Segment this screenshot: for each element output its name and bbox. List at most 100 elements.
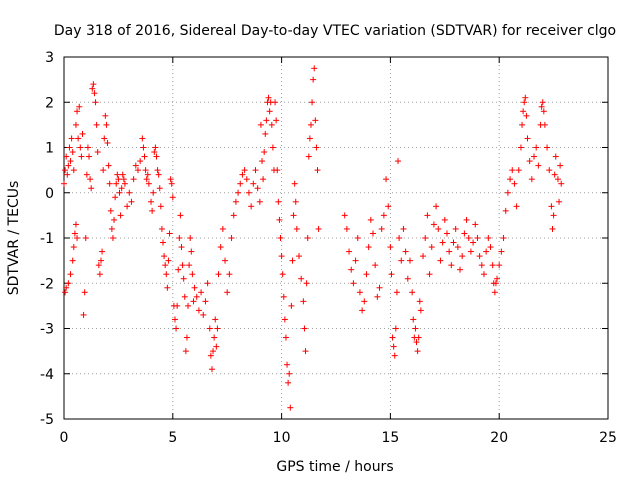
data-point	[162, 262, 169, 269]
data-point	[252, 167, 259, 174]
data-point	[310, 76, 317, 83]
data-point	[79, 130, 86, 137]
data-point	[454, 244, 461, 251]
data-point	[470, 239, 477, 246]
data-point	[208, 366, 215, 373]
data-point	[550, 212, 557, 219]
data-point	[80, 311, 87, 318]
data-point	[372, 262, 379, 269]
data-point	[291, 180, 298, 187]
data-point	[279, 271, 286, 278]
data-point	[380, 212, 387, 219]
data-point	[204, 280, 211, 287]
data-point	[189, 271, 196, 278]
data-point	[160, 239, 167, 246]
data-point	[112, 194, 119, 201]
data-point	[485, 235, 492, 241]
data-point	[104, 139, 111, 146]
y-tick-label: -3	[40, 322, 54, 338]
data-point	[413, 339, 420, 346]
data-point	[77, 144, 84, 151]
data-point	[284, 361, 291, 368]
data-point	[398, 257, 405, 264]
data-point	[365, 244, 372, 251]
data-point	[389, 334, 396, 341]
data-point	[132, 162, 139, 169]
data-point	[430, 221, 437, 228]
data-point	[90, 81, 97, 88]
data-point	[67, 158, 74, 165]
data-point	[120, 176, 127, 183]
data-point	[149, 207, 156, 214]
data-point	[304, 235, 311, 241]
data-point	[237, 180, 244, 187]
data-point	[298, 275, 305, 282]
x-tick-label: 10	[273, 430, 291, 446]
data-point	[118, 185, 125, 192]
data-point	[126, 189, 133, 196]
data-point	[406, 257, 413, 264]
data-point	[369, 230, 376, 237]
data-point	[556, 198, 563, 205]
data-point	[182, 348, 189, 355]
data-point	[281, 316, 288, 323]
data-point	[235, 189, 242, 196]
data-point	[376, 284, 383, 291]
data-point	[461, 230, 468, 237]
data-point	[483, 248, 490, 255]
data-point	[232, 198, 239, 205]
data-point	[76, 103, 83, 110]
data-point	[102, 112, 109, 119]
data-point	[200, 311, 207, 318]
data-point	[260, 176, 267, 183]
x-tick-label: 20	[490, 430, 508, 446]
data-point	[526, 158, 533, 165]
data-point	[293, 225, 300, 232]
data-point	[549, 225, 556, 232]
data-point	[500, 235, 507, 241]
data-point	[492, 280, 499, 287]
data-point	[61, 180, 67, 187]
data-point	[494, 275, 501, 282]
data-point	[426, 271, 433, 278]
y-tick-label: 1	[45, 141, 54, 157]
data-point	[522, 94, 529, 101]
y-tick-label: 3	[45, 50, 54, 66]
data-point	[314, 167, 321, 174]
data-point	[412, 325, 419, 332]
data-point	[388, 271, 395, 278]
data-point	[422, 235, 429, 241]
data-point	[259, 158, 266, 165]
data-point	[262, 130, 269, 137]
data-point	[74, 235, 81, 241]
data-point	[443, 230, 450, 237]
data-point	[504, 189, 511, 196]
data-point	[361, 298, 368, 305]
y-tick-label: -5	[40, 412, 54, 428]
data-point	[276, 216, 283, 223]
data-point	[315, 225, 322, 232]
data-point	[272, 99, 279, 106]
data-point	[513, 203, 520, 210]
data-point	[496, 262, 503, 269]
data-point	[487, 244, 494, 251]
data-point	[415, 334, 422, 341]
data-point	[210, 348, 217, 355]
data-point	[154, 167, 161, 174]
data-point	[541, 121, 548, 128]
data-point	[195, 307, 202, 314]
y-tick-label: -2	[40, 276, 54, 292]
data-point	[100, 167, 107, 174]
data-point	[300, 298, 307, 305]
data-point	[265, 94, 272, 101]
data-point	[266, 108, 273, 115]
data-point	[390, 343, 397, 350]
data-point	[117, 212, 124, 219]
data-point	[143, 176, 150, 183]
data-point	[531, 153, 538, 160]
data-point	[168, 180, 175, 187]
data-point	[540, 108, 547, 115]
data-point	[533, 144, 540, 151]
data-point	[63, 153, 70, 160]
data-point	[165, 257, 172, 264]
